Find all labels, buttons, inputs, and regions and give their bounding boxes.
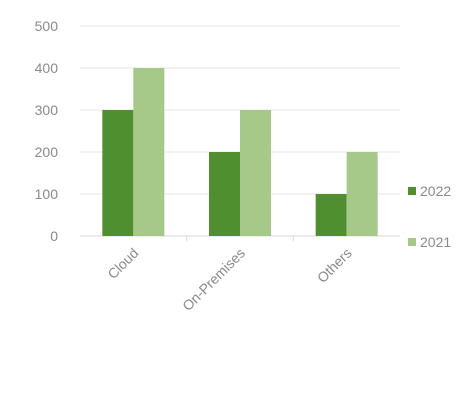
bar-2022-cloud bbox=[102, 110, 134, 236]
bar-2021-cloud bbox=[133, 68, 165, 236]
x-tick-label: Others bbox=[314, 245, 355, 286]
x-tick-label: Cloud bbox=[104, 245, 141, 282]
bar-2022-others bbox=[315, 194, 347, 236]
y-tick-label: 300 bbox=[35, 102, 59, 118]
axes bbox=[80, 235, 400, 241]
x-tick-label: On-Premises bbox=[179, 245, 248, 314]
legend-swatch-2022 bbox=[408, 187, 416, 195]
y-tick-label: 0 bbox=[50, 228, 58, 244]
y-tick-label: 100 bbox=[35, 186, 59, 202]
legend-label-2022: 2022 bbox=[420, 183, 451, 199]
bars bbox=[102, 68, 378, 236]
y-tick-label: 400 bbox=[35, 60, 59, 76]
y-tick-label: 200 bbox=[35, 144, 59, 160]
legend-label-2021: 2021 bbox=[420, 234, 451, 250]
legend: 2022 2021 bbox=[408, 183, 451, 250]
tick-labels: 0 100 200 300 400 500 Cloud On-Premises Others bbox=[35, 18, 355, 314]
bar-2022-on-premises bbox=[209, 152, 240, 236]
y-tick-label: 500 bbox=[35, 18, 59, 34]
bar-2021-others bbox=[346, 152, 378, 236]
bar-2021-on-premises bbox=[240, 110, 271, 236]
legend-swatch-2021 bbox=[408, 238, 416, 246]
